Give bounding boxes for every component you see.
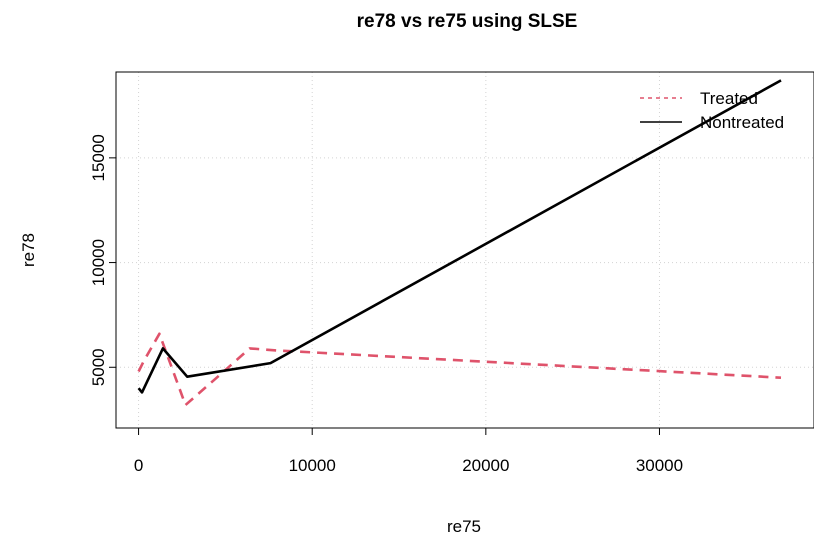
x-tick-label: 20000: [462, 456, 509, 475]
legend: Treated Nontreated: [640, 89, 784, 132]
x-tick-label: 10000: [289, 456, 336, 475]
x-axis: 0 10000 20000 30000: [134, 427, 683, 475]
y-axis: 5000 10000 15000: [89, 134, 117, 386]
chart-title: re78 vs re75 using SLSE: [357, 11, 578, 32]
x-tick-label: 30000: [636, 456, 683, 475]
legend-label-treated: Treated: [700, 89, 758, 108]
x-tick-label: 0: [134, 456, 143, 475]
y-tick-label: 15000: [89, 134, 108, 181]
series-lines: [137, 79, 782, 407]
y-tick-label: 10000: [89, 239, 108, 286]
y-tick-label: 5000: [89, 348, 108, 386]
series-line-nontreated: [137, 79, 782, 394]
y-axis-label: re78: [19, 233, 38, 267]
legend-label-nontreated: Nontreated: [700, 113, 784, 132]
x-axis-label: re75: [447, 517, 481, 536]
series-line-treated: [137, 332, 782, 407]
